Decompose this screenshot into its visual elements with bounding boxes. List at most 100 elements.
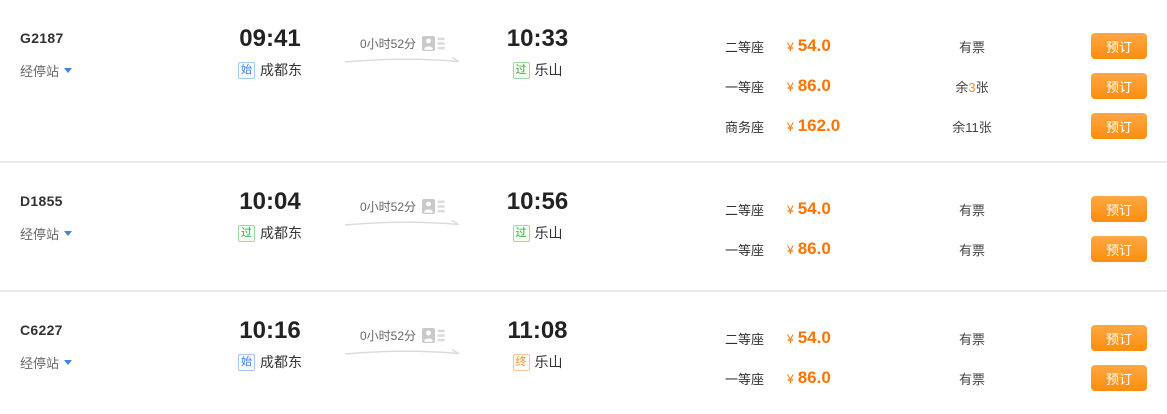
price-amount: 86.0 — [797, 239, 831, 258]
book-button[interactable]: 预订 — [1091, 236, 1147, 262]
seats-column: 二等座 ¥54.0 有票 预订 一等座 ¥86.0 余3张 预订 商务座 ¥16… — [725, 26, 1147, 146]
chevron-down-icon — [64, 68, 73, 73]
departure-badge: 始 — [238, 353, 255, 371]
duration-text: 0小时52分 — [359, 37, 417, 51]
seat-availability: 余11张 — [952, 119, 992, 135]
stops-dropdown[interactable]: 经停站 — [20, 353, 73, 372]
departure-station-line: 始 成都东 — [205, 60, 335, 80]
seat-row: 二等座 ¥54.0 有票 预订 — [725, 189, 1147, 229]
seat-availability: 有票 — [958, 371, 985, 387]
stops-dropdown[interactable]: 经停站 — [20, 61, 73, 80]
train-number: D1855 — [20, 193, 63, 209]
arrival-time: 10:56 — [506, 188, 569, 215]
route-arrow-icon — [344, 56, 459, 63]
book-button[interactable]: 预订 — [1091, 113, 1147, 139]
currency-symbol: ¥ — [787, 243, 794, 257]
price-amount: 54.0 — [797, 199, 831, 218]
price-amount: 162.0 — [797, 116, 841, 135]
train-row: C6227 经停站 10:16 始 成都东 0小时52分 — [0, 290, 1167, 412]
departure-column: 10:04 过 成都东 — [205, 189, 335, 243]
departure-station: 成都东 — [260, 225, 302, 241]
arrival-column: 11:08 终 乐山 — [470, 318, 605, 372]
departure-station: 成都东 — [260, 62, 302, 78]
seat-map-icon — [422, 328, 445, 343]
chevron-down-icon — [64, 231, 73, 236]
seats-column: 二等座 ¥54.0 有票 预订 一等座 ¥86.0 有票 预订 — [725, 318, 1147, 398]
currency-symbol: ¥ — [787, 372, 794, 386]
duration-line: 0小时52分 — [335, 327, 470, 344]
seats-column: 二等座 ¥54.0 有票 预订 一等座 ¥86.0 有票 预订 — [725, 189, 1147, 269]
duration-text: 0小时52分 — [359, 329, 417, 343]
arrival-station: 乐山 — [534, 62, 563, 78]
train-row: D1855 经停站 10:04 过 成都东 0小时52分 — [0, 161, 1167, 290]
duration-line: 0小时52分 — [335, 35, 470, 52]
seat-price: ¥162.0 — [787, 116, 927, 136]
train-number: G2187 — [20, 30, 64, 46]
book-button[interactable]: 预订 — [1091, 365, 1147, 391]
route-arrow-icon — [344, 348, 459, 355]
duration-column: 0小时52分 — [335, 189, 470, 228]
currency-symbol: ¥ — [787, 80, 794, 94]
arrival-station-line: 终 乐山 — [470, 352, 605, 372]
book-button[interactable]: 预订 — [1091, 73, 1147, 99]
currency-symbol: ¥ — [787, 40, 794, 54]
seat-price: ¥54.0 — [787, 328, 927, 348]
seat-price: ¥54.0 — [787, 199, 927, 219]
seat-type: 一等座 — [725, 79, 765, 95]
seat-type: 二等座 — [725, 202, 765, 218]
seat-map-icon — [422, 199, 445, 214]
seat-row: 商务座 ¥162.0 余11张 预订 — [725, 106, 1147, 146]
seat-row: 一等座 ¥86.0 有票 预订 — [725, 358, 1147, 398]
seat-row: 一等座 ¥86.0 有票 预订 — [725, 229, 1147, 269]
seat-type: 一等座 — [725, 242, 765, 258]
departure-station-line: 过 成都东 — [205, 223, 335, 243]
currency-symbol: ¥ — [787, 332, 794, 346]
arrival-time: 10:33 — [506, 25, 569, 52]
currency-symbol: ¥ — [787, 120, 794, 134]
stops-label: 经停站 — [20, 227, 60, 242]
arrival-column: 10:56 过 乐山 — [470, 189, 605, 243]
seat-availability: 有票 — [958, 331, 985, 347]
book-button[interactable]: 预订 — [1091, 196, 1147, 222]
duration-text: 0小时52分 — [359, 200, 417, 214]
seat-type: 商务座 — [725, 119, 765, 135]
seat-row: 二等座 ¥54.0 有票 预订 — [725, 318, 1147, 358]
stops-dropdown[interactable]: 经停站 — [20, 224, 73, 243]
book-button[interactable]: 预订 — [1091, 325, 1147, 351]
train-number: C6227 — [20, 322, 63, 338]
seat-type: 二等座 — [725, 39, 765, 55]
price-amount: 86.0 — [797, 368, 831, 387]
arrival-badge: 过 — [512, 61, 530, 79]
arrival-column: 10:33 过 乐山 — [470, 26, 605, 80]
currency-symbol: ¥ — [787, 203, 794, 217]
arrival-station: 乐山 — [534, 225, 563, 241]
price-amount: 86.0 — [797, 76, 831, 95]
duration-column: 0小时52分 — [335, 26, 470, 65]
departure-time: 09:41 — [239, 25, 301, 52]
arrival-badge: 终 — [512, 353, 530, 371]
seat-price: ¥86.0 — [787, 368, 927, 388]
duration-line: 0小时52分 — [335, 198, 470, 215]
departure-station-line: 始 成都东 — [205, 352, 335, 372]
duration-column: 0小时52分 — [335, 318, 470, 357]
departure-badge: 始 — [238, 61, 255, 79]
departure-badge: 过 — [238, 224, 255, 242]
departure-time: 10:04 — [239, 188, 301, 215]
seat-availability: 有票 — [958, 202, 985, 218]
arrival-time: 11:08 — [507, 317, 568, 344]
price-amount: 54.0 — [797, 328, 831, 347]
departure-time: 10:16 — [239, 317, 301, 344]
seat-availability: 有票 — [958, 39, 985, 55]
route-arrow-icon — [344, 219, 459, 226]
departure-station: 成都东 — [260, 354, 302, 370]
book-button[interactable]: 预订 — [1091, 33, 1147, 59]
train-info-column: C6227 经停站 — [20, 318, 205, 373]
seat-price: ¥86.0 — [787, 76, 927, 96]
stops-label: 经停站 — [20, 64, 60, 79]
seat-availability: 余3张 — [955, 79, 989, 95]
arrival-badge: 过 — [512, 224, 530, 242]
seat-map-icon — [422, 36, 445, 51]
stops-label: 经停站 — [20, 356, 60, 371]
chevron-down-icon — [64, 360, 73, 365]
